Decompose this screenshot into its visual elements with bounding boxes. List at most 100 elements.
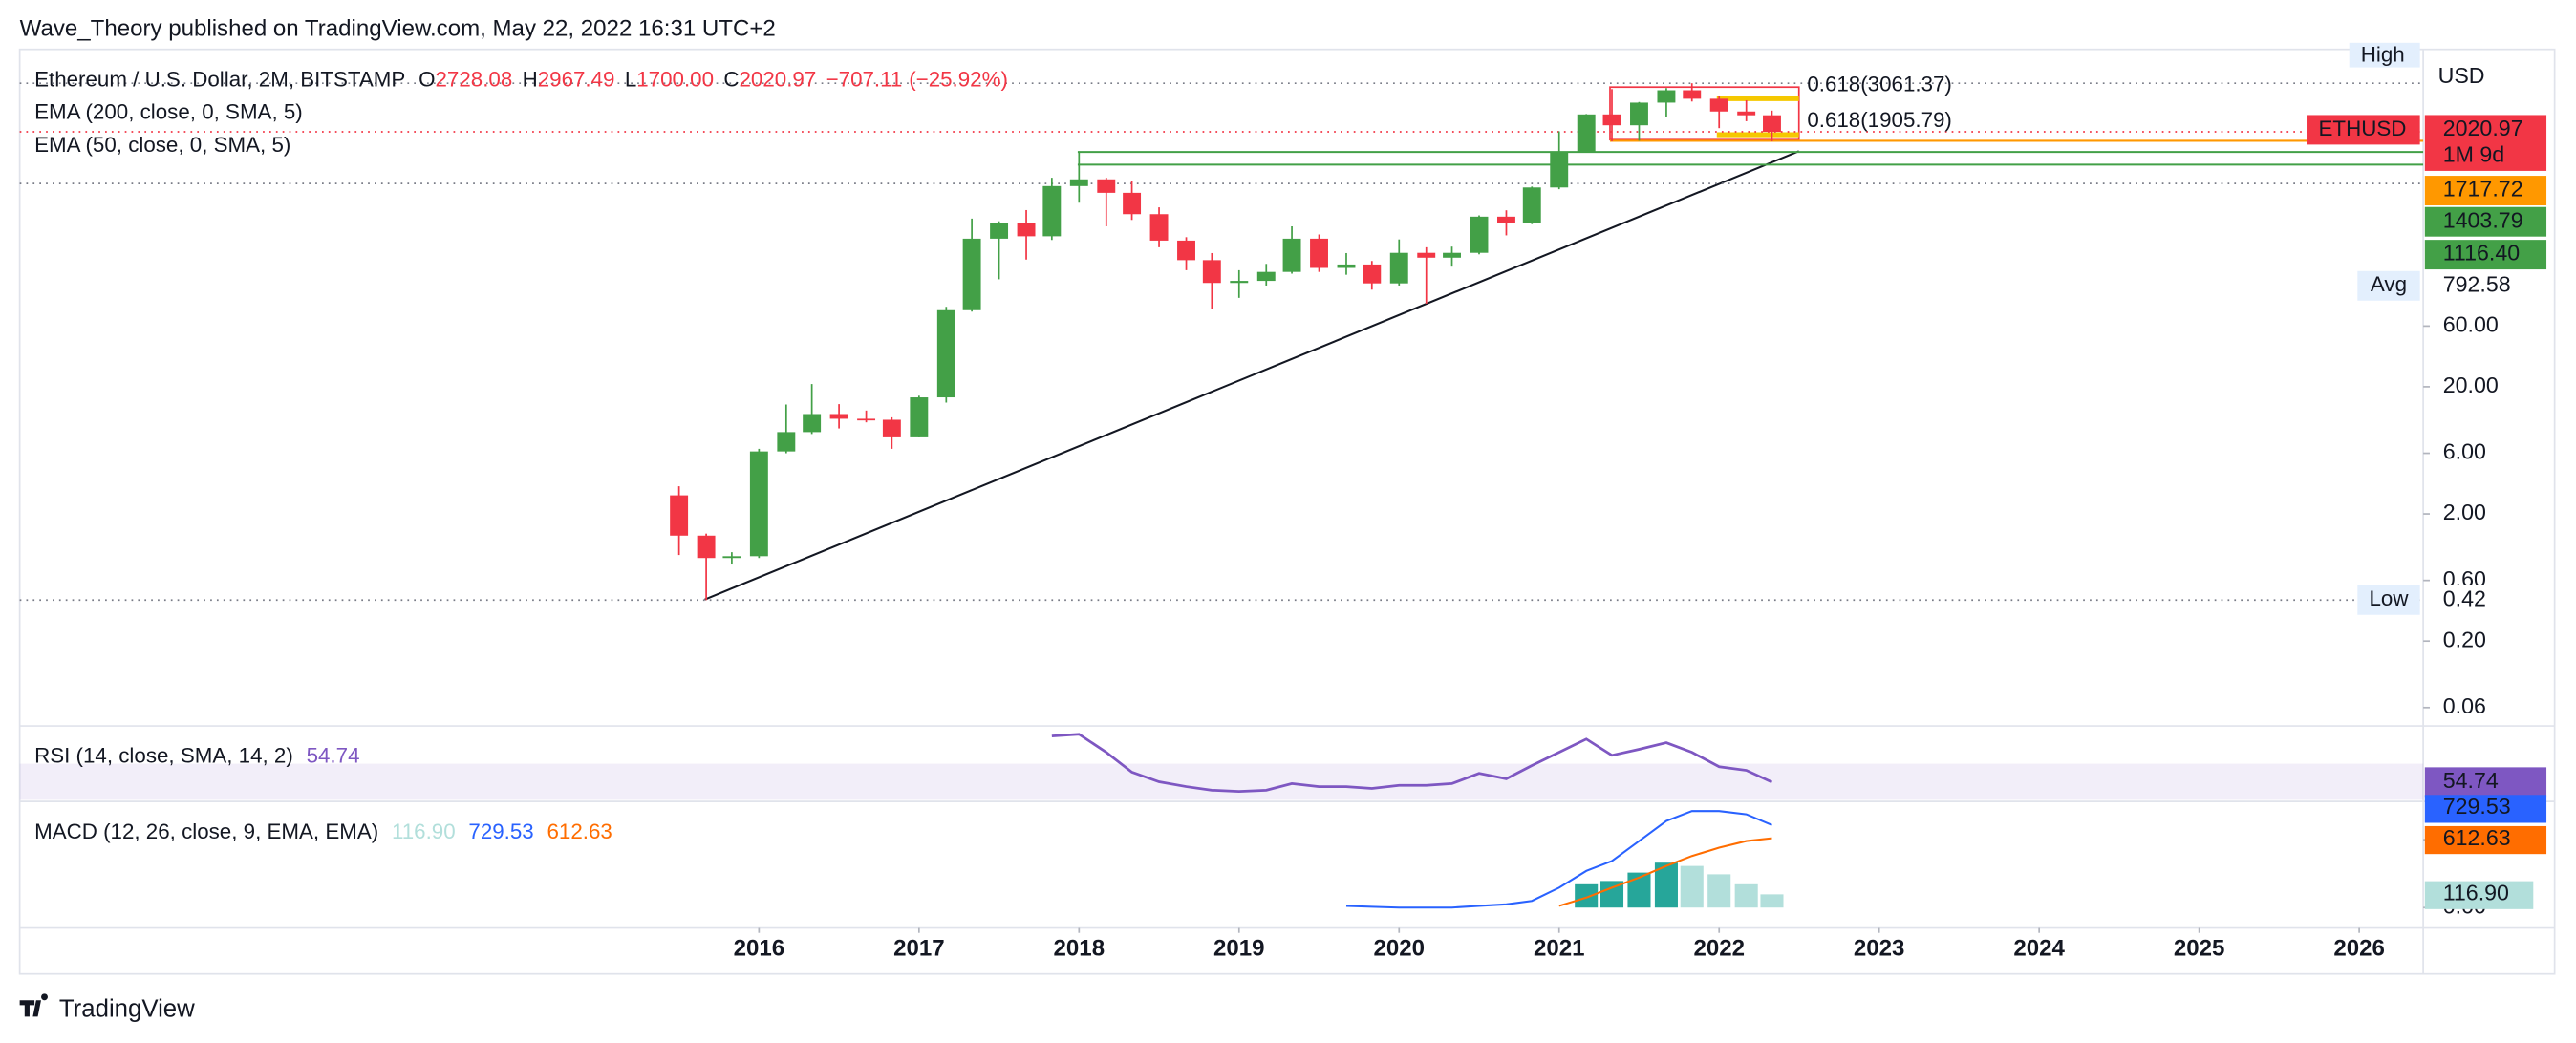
macd-tag-text: 729.53	[2443, 794, 2511, 819]
price-tag-text: 1403.79	[2443, 207, 2523, 232]
hist-value: 116.90	[392, 820, 456, 843]
candle-body	[1389, 252, 1408, 284]
candle-body	[1310, 238, 1328, 268]
legend-row: Ethereum / U.S. Dollar, 2M, BITSTAMP O272…	[34, 67, 1008, 91]
tradingview-logo	[19, 993, 48, 1017]
symbol-title: Ethereum / U.S. Dollar, 2M, BITSTAMP	[34, 67, 405, 91]
name-tag-text: Avg	[2371, 272, 2407, 296]
y-tick-label: 0.20	[2443, 627, 2486, 651]
y-tick-label: 2.00	[2443, 500, 2486, 524]
x-tick-label: 2026	[2333, 935, 2385, 961]
macd-legend: MACD (12, 26, close, 9, EMA, EMA) 116.90 7…	[34, 820, 612, 843]
candle-body	[722, 556, 741, 559]
countdown: 1M 9d	[2443, 142, 2505, 167]
candle-body	[1602, 114, 1621, 126]
candle-body	[1763, 115, 1781, 133]
x-tick-label: 2019	[1213, 935, 1265, 961]
x-tick-label: 2022	[1693, 935, 1745, 961]
fib-box	[1609, 86, 1800, 141]
y-tick-label: 20.00	[2443, 372, 2499, 397]
x-tick-label: 2018	[1054, 935, 1106, 961]
rsi-legend: RSI (14, close, SMA, 14, 2) 54.74	[34, 744, 359, 768]
publisher-header: Wave_Theory published on TradingView.com…	[20, 15, 776, 41]
ohlc-value: 2728.08	[435, 67, 512, 91]
price-tag	[2424, 240, 2547, 270]
candle-body	[777, 432, 796, 452]
candle-body	[1577, 114, 1596, 152]
candle-body	[910, 397, 929, 437]
ohlc-value: 2020.97	[739, 67, 816, 91]
price-tag	[2424, 206, 2547, 237]
x-tick-label: 2023	[1854, 935, 1905, 961]
candle-body	[990, 223, 1009, 239]
currency-label: USD	[2438, 63, 2485, 88]
candle-body	[1042, 185, 1062, 237]
ohlc-key: H	[523, 67, 538, 91]
ohlc-value: 1700.00	[636, 67, 714, 91]
chart-frame	[18, 48, 2556, 975]
hist-tag	[2424, 881, 2534, 909]
candle-body	[670, 495, 689, 536]
y-tick-label: 60.00	[2443, 312, 2499, 337]
candle-body	[803, 414, 822, 433]
candle-body	[962, 238, 981, 310]
histogram-bar	[1734, 883, 1758, 908]
symbol-tag	[2307, 115, 2420, 145]
candle-body	[1363, 264, 1382, 284]
rsi-line	[1051, 733, 1773, 793]
candle-body	[1123, 192, 1142, 215]
macd-value: 612.63	[547, 820, 612, 843]
candle-body	[1737, 111, 1756, 116]
candle-body	[749, 451, 768, 557]
trend-line	[704, 150, 1800, 601]
candle-body	[857, 418, 876, 421]
change-value: −707.11	[826, 67, 903, 91]
currency-box	[2424, 58, 2553, 96]
candle-body	[1443, 252, 1461, 258]
macd-value: 729.53	[468, 820, 533, 843]
change-pct: (−25.92%)	[909, 67, 1008, 91]
macd-tag	[2424, 795, 2547, 823]
price-tag	[2424, 176, 2547, 206]
high-tag	[2349, 42, 2420, 68]
symbol-tag-text: ETHUSD	[2319, 117, 2407, 140]
macd-line	[1558, 837, 1772, 907]
hist-tag-text: 116.90	[2443, 880, 2509, 905]
candle-body	[1683, 90, 1702, 99]
candle-body	[697, 535, 716, 559]
macd-tag	[2424, 825, 2547, 855]
price-tag	[2424, 585, 2547, 615]
candle-body	[1337, 264, 1356, 268]
candle-body	[1630, 102, 1648, 126]
rsi-tag-text: 54.74	[2443, 768, 2499, 793]
histogram-bar	[1680, 865, 1704, 908]
rsi-band	[19, 763, 2424, 800]
price-tag-text: 792.58	[2443, 271, 2511, 296]
price-tag-text: 2020.97	[2443, 116, 2523, 140]
candle-body	[1522, 187, 1541, 224]
ohlc-key: O	[419, 67, 435, 91]
price-tag-text: 1116.40	[2443, 241, 2520, 266]
x-tick-label: 2020	[1373, 935, 1425, 961]
candle-body	[1550, 151, 1569, 188]
candle-body	[1709, 98, 1728, 112]
macd-line	[1345, 810, 1772, 909]
histogram-bar	[1760, 894, 1784, 908]
x-tick-label: 2021	[1534, 935, 1585, 961]
candle-body	[829, 414, 848, 419]
candle-body	[1097, 179, 1116, 193]
price-tag	[2424, 270, 2547, 301]
candle-body	[1657, 90, 1676, 103]
indicator-legend: EMA (50, close, 0, SMA, 5)	[34, 133, 290, 157]
name-tag	[2357, 270, 2420, 301]
y-tick-label: 0.06	[2443, 693, 2486, 718]
macd-tag-text: 612.63	[2443, 825, 2511, 850]
ohlc-key: L	[625, 67, 636, 91]
candle-body	[1497, 216, 1515, 224]
high-tag-text: High	[2361, 42, 2405, 66]
candle-body	[1202, 260, 1221, 284]
x-tick-label: 2025	[2174, 935, 2225, 961]
x-tick-label: 2016	[734, 935, 785, 961]
